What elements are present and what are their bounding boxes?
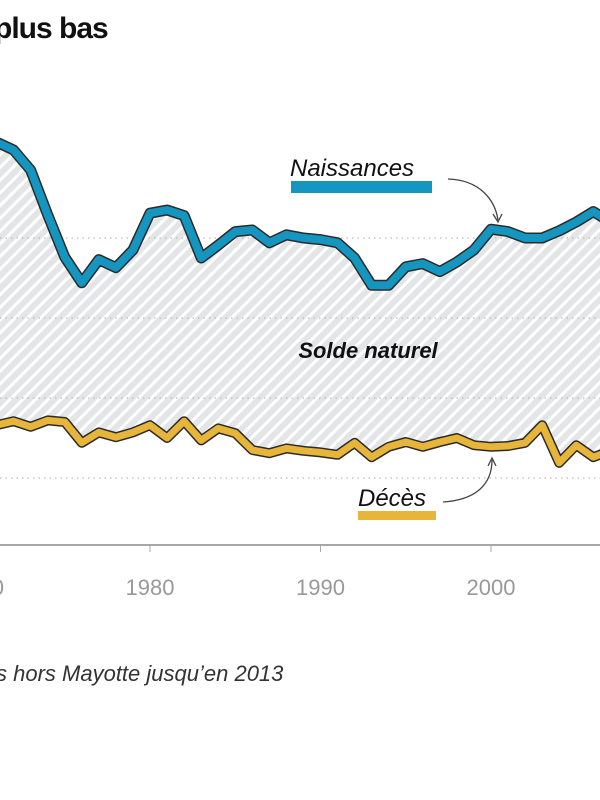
deaths-arrow [442, 459, 493, 503]
births-arrowhead [492, 213, 503, 224]
chart-title: plus bas [0, 12, 109, 45]
births-label: Naissances [290, 155, 414, 182]
area-label: Solde naturel [298, 338, 438, 363]
x-tick-label: 1970 [0, 575, 4, 600]
deaths-arrowhead [487, 456, 497, 467]
footnote: s hors Mayotte jusqu’en 2013 [0, 661, 284, 686]
deaths-label: Décès [358, 485, 426, 512]
x-tick-label: 2000 [467, 575, 516, 600]
births-arrow [447, 178, 499, 221]
deaths-legend-swatch [358, 511, 436, 520]
x-tick-label: 1990 [296, 575, 345, 600]
births-legend-swatch [291, 181, 432, 193]
x-tick-label: 1980 [126, 575, 175, 600]
